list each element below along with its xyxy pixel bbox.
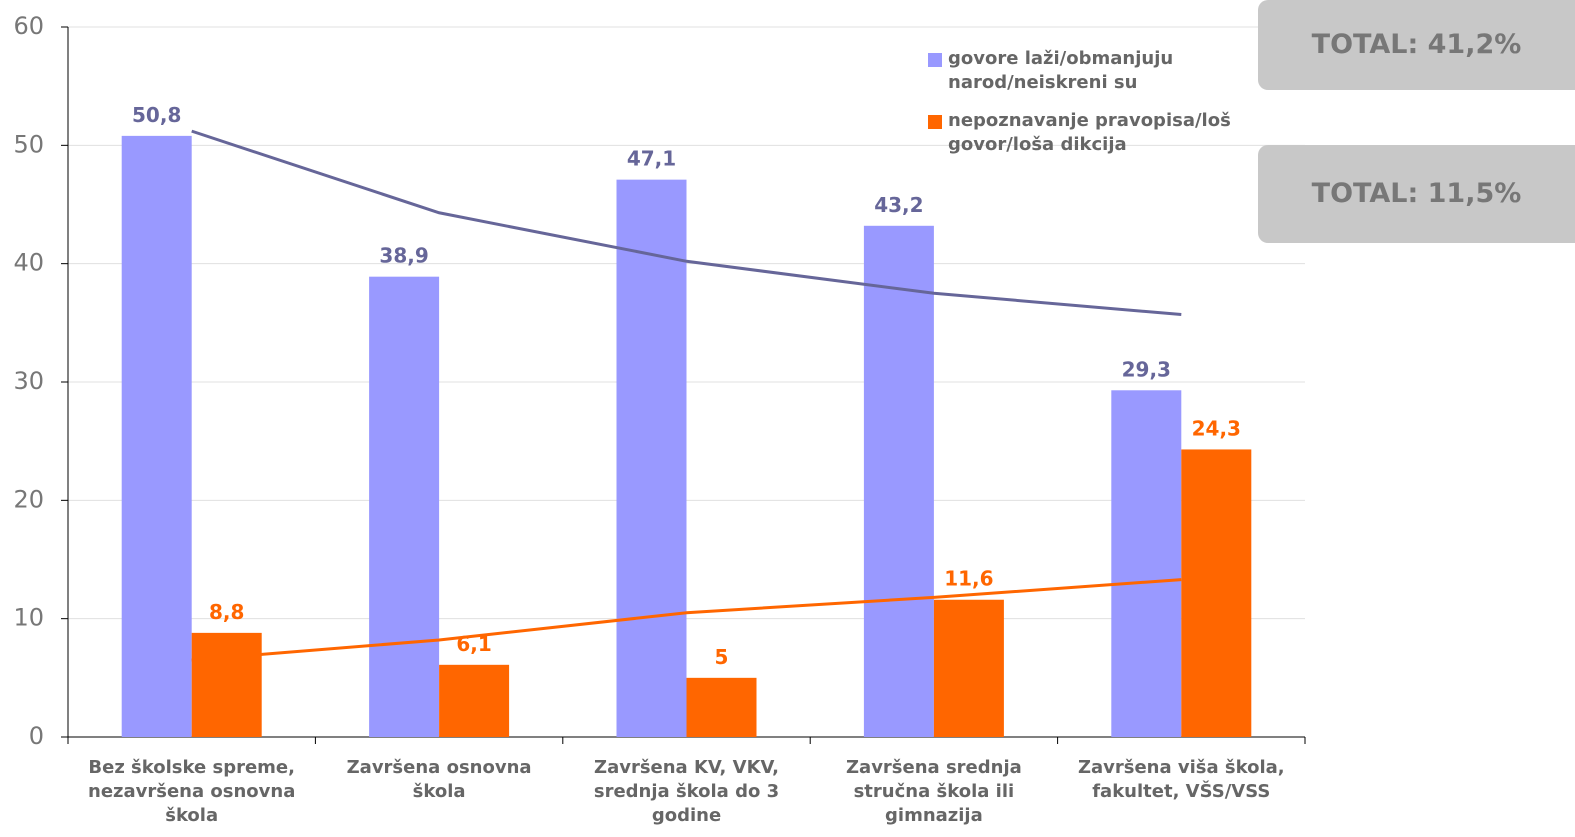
value-label: 47,1 bbox=[627, 147, 676, 171]
total-box: TOTAL: 41,2% bbox=[1258, 0, 1575, 90]
bar bbox=[191, 632, 262, 737]
x-tick-label: Završena srednja stručna škola ili gimna… bbox=[846, 757, 1022, 826]
bar bbox=[439, 664, 510, 737]
legend-label: nepoznavanje pravopisa/loš govor/loša di… bbox=[948, 110, 1231, 155]
bar bbox=[121, 135, 192, 737]
value-label: 38,9 bbox=[379, 244, 428, 268]
bar bbox=[1181, 449, 1252, 737]
total-box: TOTAL: 11,5% bbox=[1258, 145, 1575, 243]
value-label: 24,3 bbox=[1192, 416, 1241, 440]
bar bbox=[863, 225, 934, 738]
bar bbox=[686, 677, 757, 737]
x-tick-label: Završena viša škola, fakultet, VŠS/VSS bbox=[1077, 757, 1285, 802]
y-tick-label: 60 bbox=[13, 12, 44, 40]
bar bbox=[616, 179, 687, 737]
y-tick-label: 10 bbox=[13, 604, 44, 632]
bar bbox=[369, 276, 440, 737]
legend-label: govore laži/obmanjuju narod/neiskreni su bbox=[948, 48, 1174, 93]
value-label: 29,3 bbox=[1122, 357, 1171, 381]
trend-line bbox=[191, 129, 1182, 317]
trend-line bbox=[191, 578, 1182, 662]
value-label: 8,8 bbox=[209, 600, 244, 624]
value-label: 50,8 bbox=[132, 103, 181, 127]
x-tick-label: Bez školske spreme, nezavršena osnovna š… bbox=[88, 757, 296, 826]
x-tick-label: Završena osnovna škola bbox=[346, 757, 532, 802]
y-tick-label: 40 bbox=[13, 249, 44, 277]
y-tick-label: 20 bbox=[13, 485, 44, 513]
value-label: 43,2 bbox=[874, 193, 923, 217]
y-tick-label: 0 bbox=[29, 722, 44, 750]
value-label: 5 bbox=[715, 645, 729, 669]
legend-swatch bbox=[928, 53, 942, 67]
y-tick-label: 50 bbox=[13, 130, 44, 158]
bar bbox=[933, 599, 1004, 737]
value-label: 11,6 bbox=[944, 567, 993, 591]
legend-swatch bbox=[928, 115, 942, 129]
y-tick-label: 30 bbox=[13, 367, 44, 395]
bar bbox=[1111, 390, 1182, 737]
x-tick-label: Završena KV, VKV, srednja škola do 3 god… bbox=[593, 757, 780, 826]
